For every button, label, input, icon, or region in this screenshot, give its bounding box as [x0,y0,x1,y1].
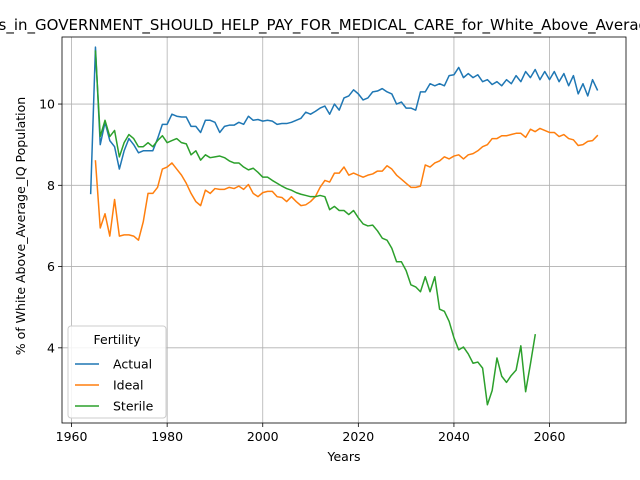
x-axis-label: Years [327,449,361,464]
gridlines [62,37,626,423]
series-line-actual [89,46,599,195]
y-tick-label: 4 [47,340,55,355]
axis-ticks: 1960 1980 2000 2020 2040 2060 4 6 8 10 [39,97,565,444]
series-line-sterile [94,50,537,406]
y-tick-label: 6 [47,259,55,274]
legend-entries: Actual Ideal Sterile [75,357,154,414]
legend-box [67,325,167,419]
x-tick-label: 2000 [247,429,279,444]
chart-title: Voters_in_GOVERNMENT_SHOULD_HELP_PAY_FOR… [0,16,640,35]
legend-label-ideal: Ideal [113,378,143,393]
plot-frame [61,36,627,424]
series-lines [89,46,599,406]
y-tick-label: 10 [39,97,55,112]
legend-label-actual: Actual [113,357,152,372]
x-tick-label: 2020 [342,429,374,444]
y-axis-label: % of White Above_Average_IQ Population [13,97,28,355]
x-tick-label: 1960 [56,429,88,444]
y-tick-label: 8 [47,178,55,193]
legend-label-sterile: Sterile [113,399,154,414]
legend-title: Fertility [94,332,142,347]
x-tick-label: 1980 [151,429,183,444]
series-line-ideal [94,127,599,241]
legend: Fertility Actual Ideal Sterile [67,325,167,419]
x-tick-label: 2040 [438,429,470,444]
x-tick-label: 2060 [534,429,566,444]
